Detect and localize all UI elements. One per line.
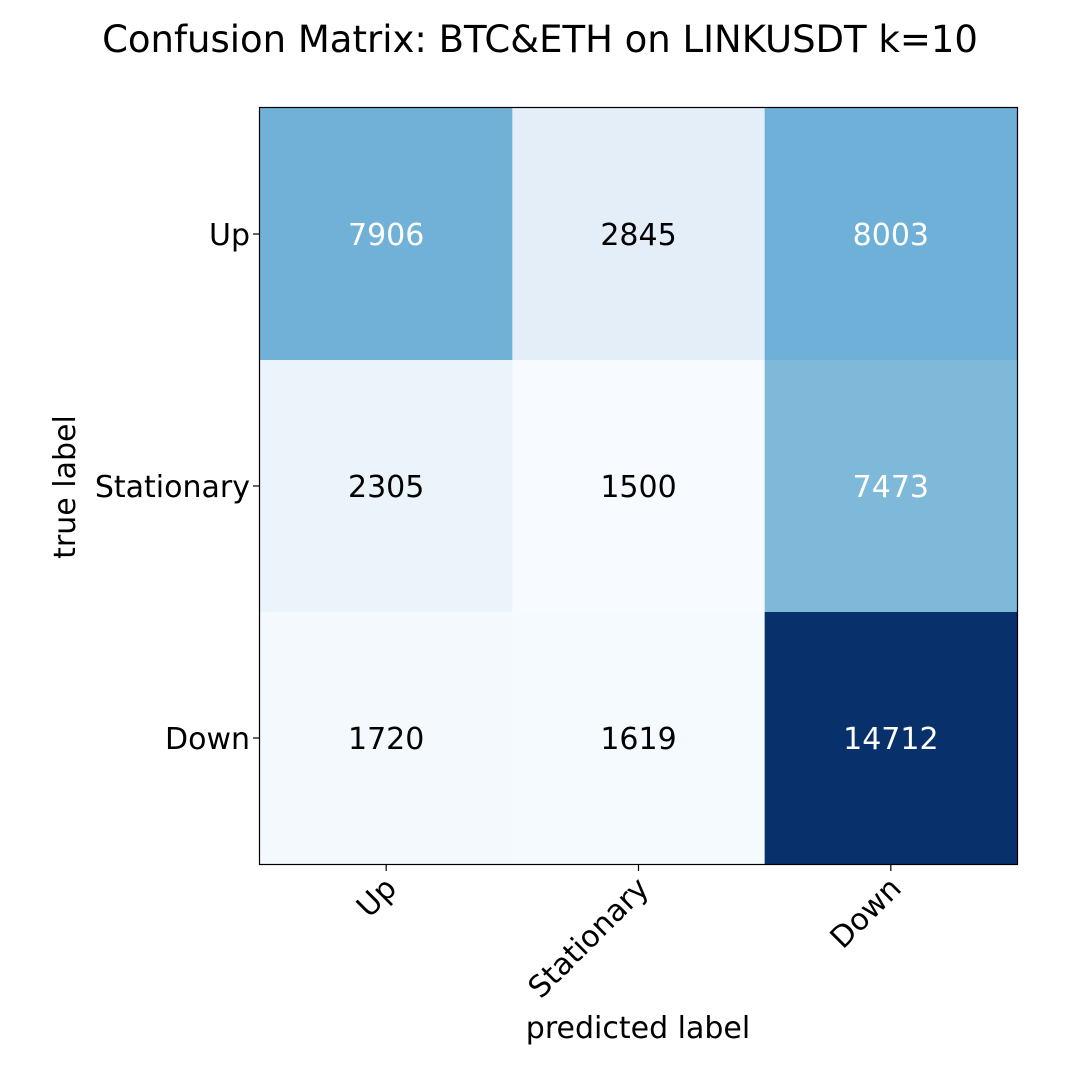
heatmap-cells — [260, 108, 1018, 865]
cell-value-label: 1500 — [600, 470, 676, 505]
heatmap-cell — [260, 612, 513, 865]
cell-value-label: 1720 — [348, 722, 424, 757]
cell-value-label: 7906 — [348, 218, 424, 253]
cell-value-label: 2845 — [600, 218, 676, 253]
x-axis-label: predicted label — [526, 1011, 750, 1046]
cell-value-label: 14712 — [843, 722, 938, 757]
heatmap-cell — [512, 360, 766, 613]
heatmap-cell-labels: 7906 2845 8003 2305 1500 7473 1720 1619 14712 — [348, 218, 939, 757]
x-tick-label: Up — [350, 871, 404, 925]
chart-title: Confusion Matrix: BTC&ETH on LINKUSDT k=… — [102, 18, 978, 61]
y-tick-label: Up — [209, 218, 250, 253]
cell-value-label: 1619 — [600, 722, 676, 757]
heatmap-cell — [512, 108, 766, 361]
cell-value-label: 8003 — [853, 218, 929, 253]
y-tick-label: Down — [165, 722, 250, 757]
heatmap-cell — [764, 108, 1018, 361]
heatmap-cell — [260, 360, 513, 613]
x-tick-label: Down — [824, 871, 909, 956]
heatmap-cell — [260, 108, 513, 361]
cell-value-label: 7473 — [853, 470, 929, 505]
heatmap-cell — [764, 360, 1018, 613]
x-axis-ticks: Up Stationary Down — [350, 864, 908, 1005]
y-axis-ticks: Up Stationary Down — [95, 218, 260, 757]
y-axis-label: true label — [48, 415, 83, 559]
y-tick-label: Stationary — [95, 470, 250, 505]
x-tick-label: Stationary — [522, 871, 656, 1005]
heatmap-cell — [764, 612, 1018, 865]
cell-value-label: 2305 — [348, 470, 424, 505]
heatmap-cell — [512, 612, 766, 865]
